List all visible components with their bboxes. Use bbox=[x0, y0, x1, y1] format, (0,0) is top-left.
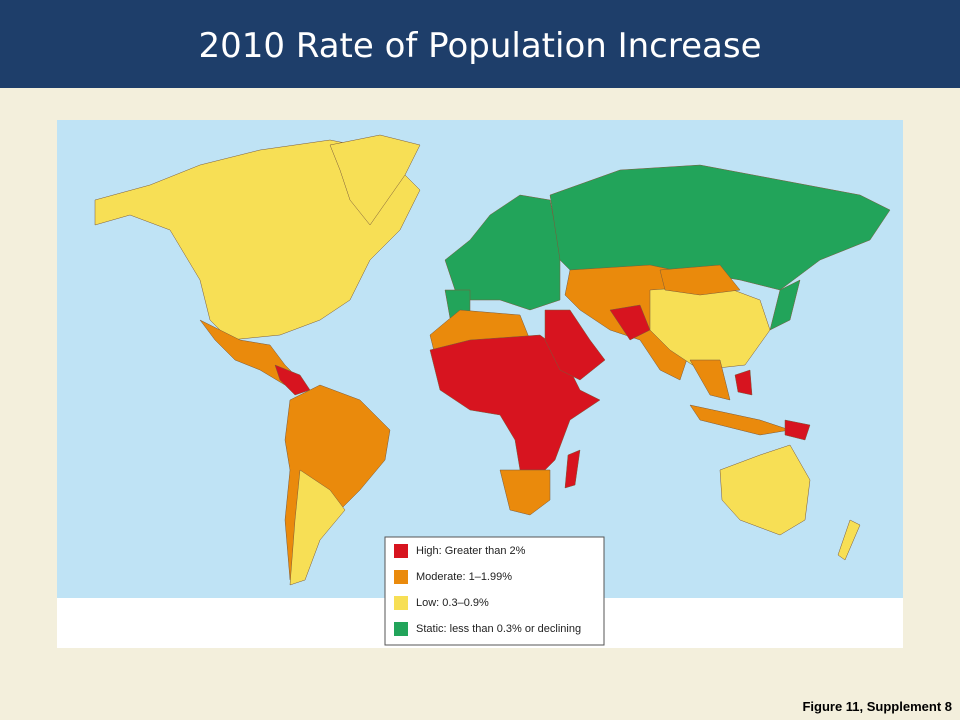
southeast-asia bbox=[689, 359, 731, 401]
legend-swatch bbox=[394, 622, 408, 636]
legend-swatch bbox=[394, 570, 408, 584]
southern-cone bbox=[289, 469, 346, 586]
title: 2010 Rate of Population Increase bbox=[198, 26, 762, 66]
legend-swatch bbox=[394, 596, 408, 610]
header-bar bbox=[0, 0, 960, 88]
philippines bbox=[734, 369, 753, 396]
southern-africa bbox=[499, 469, 551, 516]
legend-label: Static: less than 0.3% or declining bbox=[416, 623, 581, 635]
central-america bbox=[274, 364, 311, 396]
legend-swatch bbox=[394, 544, 408, 558]
mongolia bbox=[659, 264, 741, 296]
japan bbox=[769, 279, 801, 331]
legend-label: High: Greater than 2% bbox=[416, 545, 526, 557]
greenland bbox=[329, 134, 421, 226]
new-zealand bbox=[837, 519, 861, 561]
papua-new-guinea bbox=[784, 419, 811, 441]
arabia bbox=[544, 309, 606, 381]
legend-label: Moderate: 1–1.99% bbox=[416, 571, 512, 583]
legend: High: Greater than 2% Moderate: 1–1.99% Lo… bbox=[384, 536, 605, 646]
caption: Figure 11, Supplement 8 bbox=[802, 699, 952, 714]
australia bbox=[719, 444, 811, 536]
countries bbox=[94, 134, 891, 586]
legend-label: Low: 0.3–0.9% bbox=[416, 597, 489, 609]
north-america bbox=[94, 139, 421, 341]
world-map: High: Greater than 2% Moderate: 1–1.99% Lo… bbox=[57, 120, 903, 648]
madagascar bbox=[564, 449, 581, 489]
legend-box bbox=[384, 536, 605, 646]
indonesia bbox=[689, 404, 791, 436]
